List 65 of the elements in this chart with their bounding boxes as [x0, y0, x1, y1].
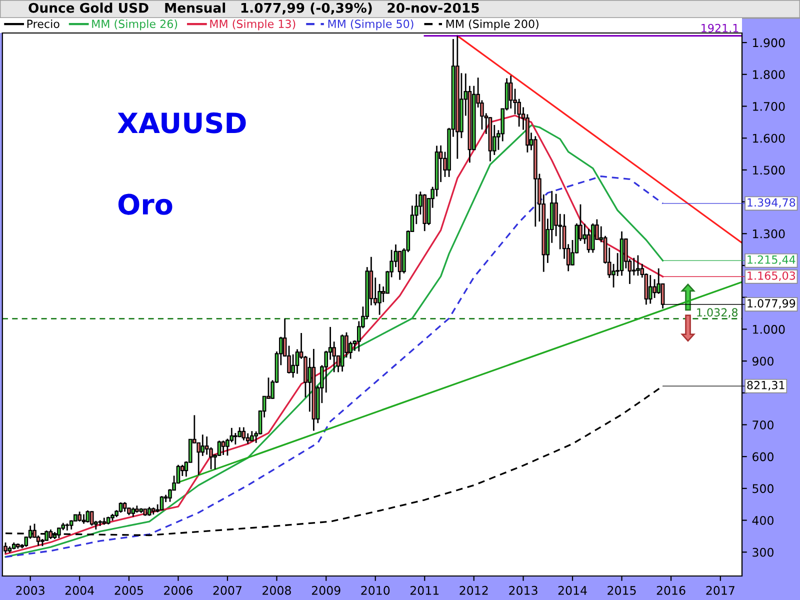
candlestick [230, 427, 234, 443]
annotation: Oro [118, 194, 172, 215]
x-tick-label: 2011 [410, 586, 439, 595]
candlestick [234, 432, 238, 446]
candlestick [250, 430, 254, 442]
candlestick [648, 274, 652, 304]
y-tick-label: 1.700 [753, 102, 785, 111]
y-tick-label: 1.500 [753, 166, 785, 175]
chart-title: Ounce Gold USD [28, 2, 148, 13]
candlestick [200, 434, 205, 457]
y-tick-label: 1.800 [753, 70, 785, 80]
x-tick-label: 2012 [460, 586, 488, 595]
candlestick [217, 440, 222, 457]
x-tick-label: 2007 [213, 586, 242, 595]
candlestick [122, 501, 127, 512]
y-tick-label: 500 [752, 484, 774, 494]
y-tick-label: 1.000 [753, 324, 785, 334]
x-tick-label: 2005 [114, 586, 143, 595]
x-tick-label: 2013 [509, 586, 538, 595]
legend-label: MM (Simple 26) [92, 19, 178, 30]
legend-label: Precio [27, 19, 60, 28]
annotation: 1.215,44 [748, 255, 796, 265]
annotation: 1921.1 [702, 24, 738, 32]
candlestick [632, 257, 636, 276]
x-tick-label: 2014 [558, 586, 587, 595]
x-tick-label: 2017 [706, 586, 734, 595]
candlestick [636, 254, 640, 276]
x-tick-label: 2016 [656, 586, 686, 595]
x-tick-label: 2008 [262, 586, 291, 595]
y-tick-label: 300 [752, 548, 774, 557]
candlestick [160, 495, 164, 511]
y-tick-label: 400 [752, 516, 774, 525]
candlestick [82, 514, 86, 524]
candlestick [118, 502, 123, 514]
y-tick-label: 600 [752, 452, 774, 462]
x-tick-label: 2010 [361, 586, 390, 595]
annotation: 1.394,78 [748, 198, 796, 208]
candlestick [86, 510, 90, 524]
y-tick-label: 1.900 [753, 38, 785, 48]
annotation: 1.077,99 [748, 299, 796, 309]
annotation: 821,31 [747, 380, 784, 390]
candlestick [90, 510, 94, 526]
x-tick-label: 2015 [608, 586, 636, 595]
x-tick-label: 2003 [16, 586, 44, 595]
candlestick [131, 506, 136, 518]
ref-line-label: 1.032,8 [697, 308, 738, 318]
candlestick [204, 436, 209, 456]
y-tick-label: 1.300 [753, 229, 785, 238]
legend-label: MM (Simple 13) [210, 19, 296, 30]
annotation: 1.165,03 [748, 271, 796, 281]
x-tick-label: 2006 [164, 586, 193, 595]
legend-label: MM (Simple 200) [446, 19, 538, 30]
candlestick [586, 228, 591, 254]
candlestick [78, 510, 82, 522]
y-tick-label: 1.600 [753, 134, 785, 143]
y-tick-label: 900 [752, 356, 774, 366]
x-tick-label: 2004 [65, 586, 94, 595]
candlestick [242, 426, 246, 442]
legend-label: MM (Simple 50) [328, 19, 414, 30]
chart-subtitle: Mensual 1.077,99 (-0,39%) 20-nov-2015 [165, 2, 479, 15]
y-tick-label: 700 [752, 420, 774, 430]
annotation: XAUUSD [118, 112, 246, 134]
x-tick-label: 2009 [312, 586, 340, 595]
candlestick [652, 278, 656, 299]
candlestick [221, 440, 226, 456]
